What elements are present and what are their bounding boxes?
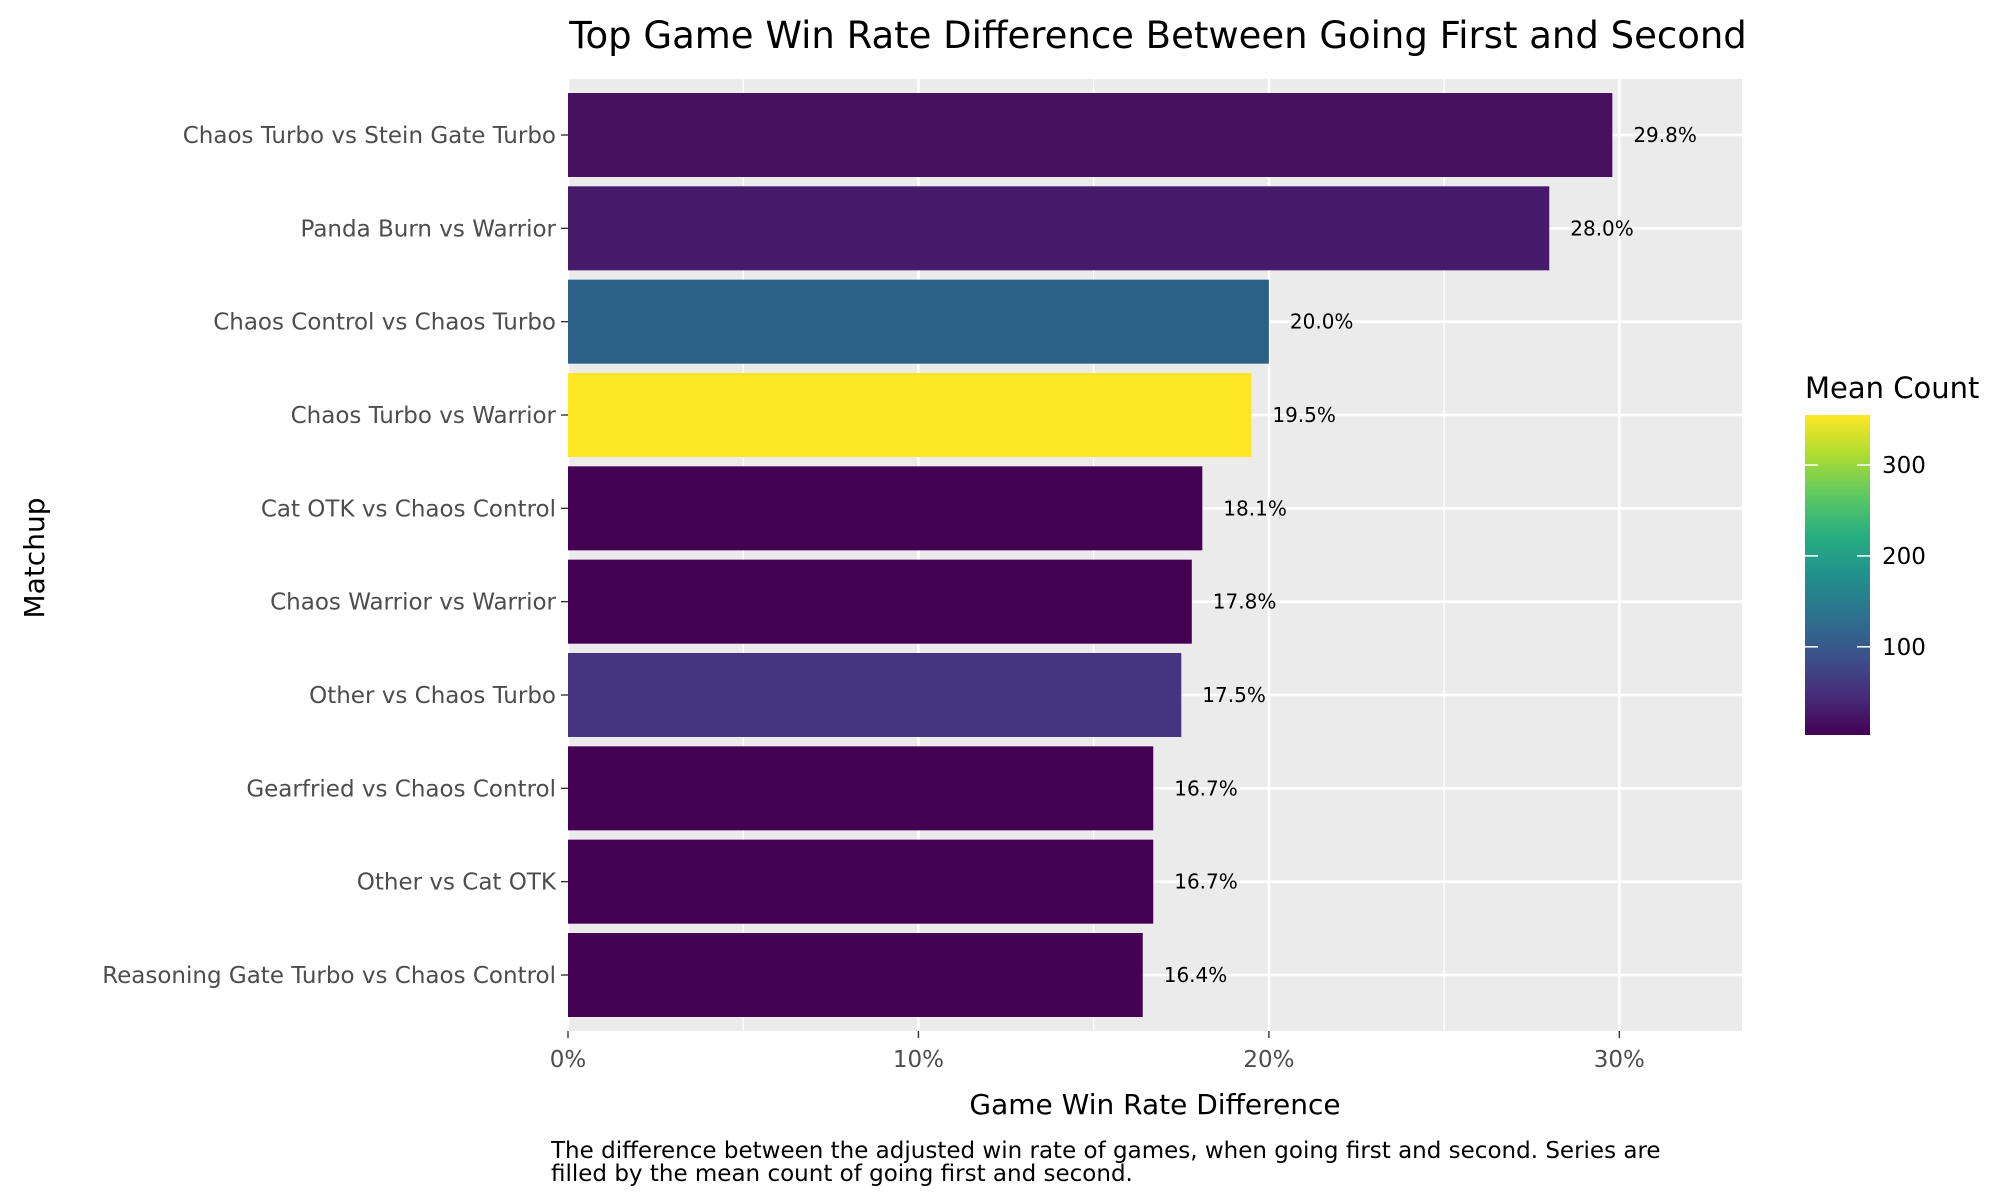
y-axis-ticks: Chaos Turbo vs Stein Gate Turbo Panda Bur… bbox=[102, 123, 568, 989]
caption-line-1: The difference between the adjusted win … bbox=[550, 1138, 1661, 1164]
y-tick-label: Chaos Turbo vs Stein Gate Turbo bbox=[183, 123, 556, 149]
bar bbox=[568, 279, 1269, 364]
bar bbox=[568, 559, 1192, 644]
legend-title: Mean Count bbox=[1805, 371, 1979, 405]
bar bbox=[568, 186, 1550, 271]
chart-title: Top Game Win Rate Difference Between Goi… bbox=[568, 14, 1747, 57]
y-tick-label: Panda Burn vs Warrior bbox=[300, 216, 556, 242]
legend: Mean Count 100 200 300 bbox=[1805, 371, 1979, 735]
y-tick-label: Gearfried vs Chaos Control bbox=[246, 776, 556, 802]
bar bbox=[568, 933, 1143, 1017]
y-tick-label: Chaos Turbo vs Warrior bbox=[291, 403, 557, 429]
bar bbox=[568, 93, 1613, 177]
bar-value-label: 28.0% bbox=[1570, 216, 1634, 240]
bar bbox=[568, 839, 1154, 924]
bar-value-label: 17.5% bbox=[1202, 683, 1266, 707]
value-labels: 29.8% 28.0% 20.0% 19.5% 18.1% 17.8% 17.5% 16.7%… bbox=[1164, 123, 1697, 987]
caption-line-2: filled by the mean count of going first … bbox=[551, 1161, 1133, 1187]
legend-tick-label: 300 bbox=[1882, 453, 1926, 479]
y-tick-label: Chaos Control vs Chaos Turbo bbox=[213, 310, 556, 336]
legend-tick-label: 100 bbox=[1882, 635, 1926, 661]
bar-value-label: 17.8% bbox=[1213, 590, 1277, 614]
y-tick-label: Other vs Chaos Turbo bbox=[309, 683, 556, 709]
x-tick-label: 0% bbox=[550, 1047, 587, 1073]
y-tick-label: Cat OTK vs Chaos Control bbox=[261, 496, 556, 522]
bar-value-label: 16.7% bbox=[1174, 776, 1238, 800]
bar-value-label: 18.1% bbox=[1223, 496, 1287, 520]
bar bbox=[568, 653, 1182, 737]
bar-value-label: 29.8% bbox=[1633, 123, 1697, 147]
legend-tick-label: 200 bbox=[1882, 544, 1926, 570]
bar-value-label: 16.4% bbox=[1164, 963, 1228, 987]
x-tick-label: 10% bbox=[893, 1047, 944, 1073]
legend-ticks: 100 200 300 bbox=[1805, 453, 1926, 661]
bar-value-label: 16.7% bbox=[1174, 870, 1238, 894]
bar bbox=[568, 466, 1203, 551]
legend-colorbar bbox=[1805, 415, 1870, 735]
bar-value-label: 20.0% bbox=[1290, 310, 1354, 334]
y-tick-label: Reasoning Gate Turbo vs Chaos Control bbox=[102, 963, 556, 989]
x-axis-title: Game Win Rate Difference bbox=[969, 1088, 1340, 1121]
bar bbox=[568, 373, 1252, 457]
y-tick-label: Other vs Cat OTK bbox=[357, 870, 557, 896]
bars bbox=[568, 93, 1613, 1017]
x-tick-label: 30% bbox=[1594, 1047, 1645, 1073]
bar bbox=[568, 746, 1154, 831]
bar-value-label: 19.5% bbox=[1272, 403, 1336, 427]
y-axis-title: Matchup bbox=[18, 498, 51, 619]
x-axis-ticks: 0% 10% 20% 30% bbox=[550, 1031, 1645, 1073]
x-tick-label: 20% bbox=[1243, 1047, 1294, 1073]
y-tick-label: Chaos Warrior vs Warrior bbox=[270, 590, 556, 616]
